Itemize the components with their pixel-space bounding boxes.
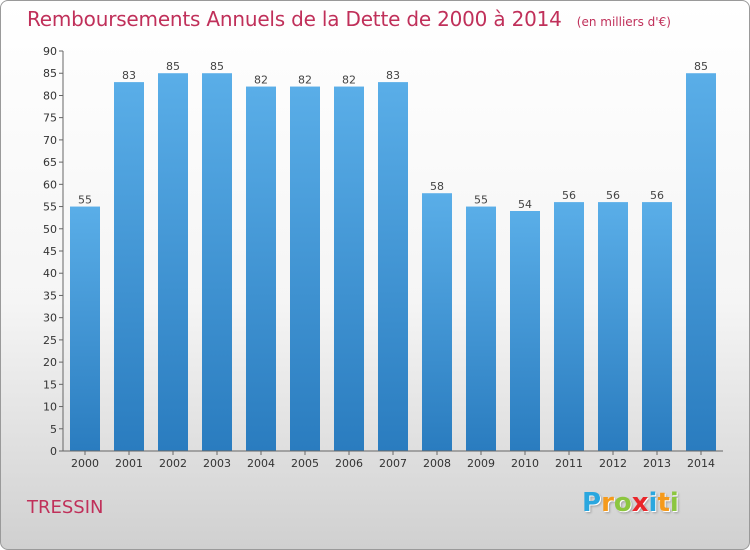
y-tick-label: 35 bbox=[43, 289, 57, 302]
bar-2013 bbox=[642, 202, 672, 451]
bar-2006 bbox=[334, 86, 364, 452]
value-label-2009: 55 bbox=[474, 194, 488, 207]
value-label-2014: 85 bbox=[694, 60, 708, 73]
value-label-2008: 58 bbox=[430, 180, 444, 193]
y-tick-label: 20 bbox=[43, 356, 57, 369]
logo-letter: i bbox=[669, 488, 679, 518]
value-label-2006: 82 bbox=[342, 74, 356, 87]
y-tick-label: 10 bbox=[43, 401, 57, 414]
value-label-2005: 82 bbox=[298, 74, 312, 87]
x-tick-label-2001: 2001 bbox=[115, 457, 143, 470]
logo-letter: P bbox=[582, 488, 602, 518]
value-label-2007: 83 bbox=[386, 69, 400, 82]
value-label-2012: 56 bbox=[606, 189, 620, 202]
x-tick-label-2004: 2004 bbox=[247, 457, 275, 470]
proxiti-logo: Proxiti bbox=[582, 488, 679, 518]
x-tick-label-2003: 2003 bbox=[203, 457, 231, 470]
y-tick-label: 60 bbox=[43, 178, 57, 191]
y-tick-label: 50 bbox=[43, 223, 57, 236]
bar-2014 bbox=[686, 73, 716, 451]
chart-title: Remboursements Annuels de la Dette de 20… bbox=[27, 7, 562, 31]
x-tick-label-2011: 2011 bbox=[555, 457, 583, 470]
logo-letter: x bbox=[631, 488, 649, 518]
y-tick-label: 85 bbox=[43, 67, 57, 80]
place-name: TRESSIN bbox=[27, 497, 104, 518]
x-tick-label-2006: 2006 bbox=[335, 457, 363, 470]
y-tick-label: 65 bbox=[43, 156, 57, 169]
x-tick-label-2008: 2008 bbox=[423, 457, 451, 470]
y-tick-label: 45 bbox=[43, 245, 57, 258]
value-label-2013: 56 bbox=[650, 189, 664, 202]
bar-2010 bbox=[510, 211, 540, 451]
bar-2003 bbox=[202, 73, 232, 451]
bar-2012 bbox=[598, 202, 628, 451]
x-tick-label-2012: 2012 bbox=[599, 457, 627, 470]
y-tick-label: 25 bbox=[43, 334, 57, 347]
y-tick-label: 40 bbox=[43, 267, 57, 280]
value-label-2004: 82 bbox=[254, 74, 268, 87]
y-tick-label: 55 bbox=[43, 201, 57, 214]
y-tick-label: 90 bbox=[43, 45, 57, 58]
y-tick-label: 30 bbox=[43, 312, 57, 325]
x-tick-label-2005: 2005 bbox=[291, 457, 319, 470]
value-label-2001: 83 bbox=[122, 69, 136, 82]
logo-letter: o bbox=[613, 488, 632, 518]
logo-letter: t bbox=[657, 488, 670, 518]
y-tick-label: 70 bbox=[43, 134, 57, 147]
x-tick-label-2002: 2002 bbox=[159, 457, 187, 470]
bar-2011 bbox=[554, 202, 584, 451]
value-label-2002: 85 bbox=[166, 60, 180, 73]
y-tick-label: 80 bbox=[43, 89, 57, 102]
value-label-2010: 54 bbox=[518, 198, 532, 211]
x-tick-label-2010: 2010 bbox=[511, 457, 539, 470]
bar-2009 bbox=[466, 206, 496, 451]
logo-letter: i bbox=[648, 488, 658, 518]
x-tick-label-2014: 2014 bbox=[687, 457, 715, 470]
bar-2004 bbox=[246, 86, 276, 452]
y-tick-label: 5 bbox=[50, 423, 57, 436]
bar-2002 bbox=[158, 73, 188, 451]
chart-unit: (en milliers d'€) bbox=[576, 15, 671, 29]
value-label-2000: 55 bbox=[78, 194, 92, 207]
logo-letter: r bbox=[601, 488, 614, 518]
x-tick-label-2013: 2013 bbox=[643, 457, 671, 470]
title-row: Remboursements Annuels de la Dette de 20… bbox=[27, 7, 671, 31]
value-label-2003: 85 bbox=[210, 60, 224, 73]
x-tick-label-2009: 2009 bbox=[467, 457, 495, 470]
bar-2008 bbox=[422, 193, 452, 451]
y-tick-label: 0 bbox=[50, 445, 57, 458]
bar-2005 bbox=[290, 86, 320, 452]
y-tick-label: 75 bbox=[43, 112, 57, 125]
value-label-2011: 56 bbox=[562, 189, 576, 202]
bar-2000 bbox=[70, 206, 100, 451]
x-tick-label-2007: 2007 bbox=[379, 457, 407, 470]
bar-2001 bbox=[114, 82, 144, 451]
bar-2007 bbox=[378, 82, 408, 451]
y-tick-label: 15 bbox=[43, 378, 57, 391]
x-tick-label-2000: 2000 bbox=[71, 457, 99, 470]
